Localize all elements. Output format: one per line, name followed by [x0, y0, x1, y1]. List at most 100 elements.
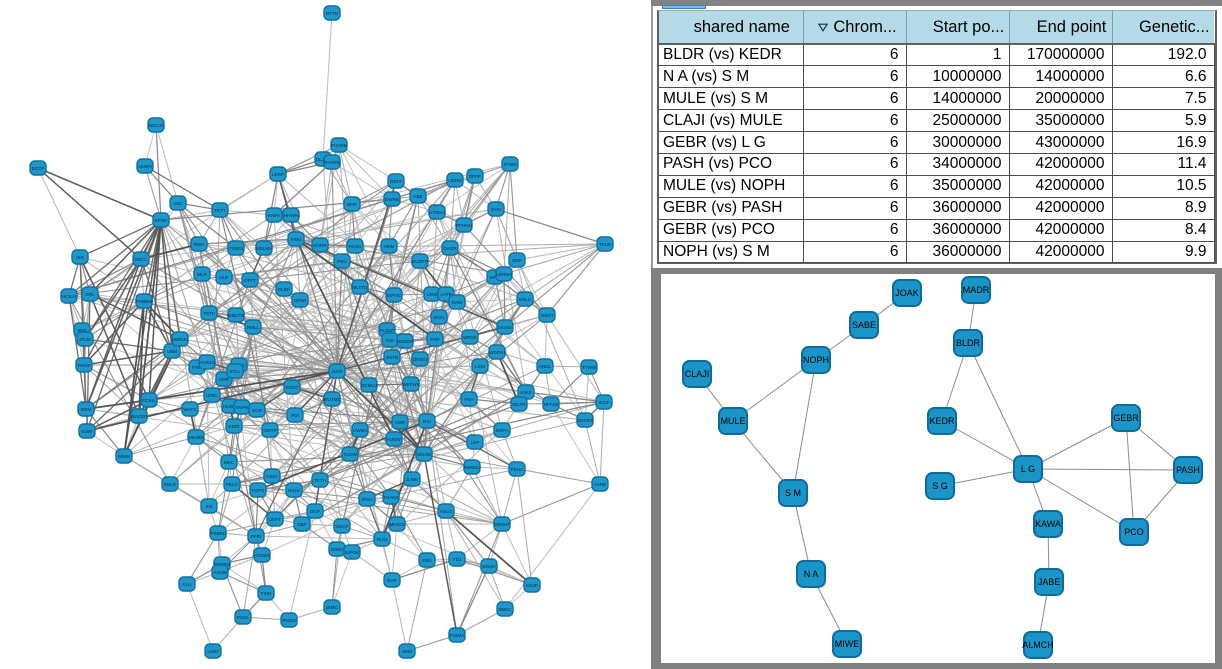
svg-text:DAGR: DAGR	[443, 246, 457, 251]
svg-text:MULE: MULE	[720, 416, 745, 426]
svg-text:IHS: IHS	[386, 338, 394, 343]
svg-text:SCR: SCR	[252, 408, 262, 413]
svg-text:NGCF: NGCF	[335, 524, 348, 529]
svg-text:JISTB: JISTB	[386, 355, 399, 360]
svg-text:PKLG: PKLG	[226, 482, 239, 487]
svg-text:AMR: AMR	[395, 420, 406, 425]
svg-text:FLSSP: FLSSP	[380, 328, 395, 333]
svg-text:NWTI: NWTI	[541, 313, 553, 318]
svg-text:LMIO: LMIO	[207, 649, 219, 654]
svg-text:PJANJ: PJANJ	[384, 495, 398, 500]
svg-text:AARE: AARE	[594, 482, 607, 487]
svg-text:UTWAJ: UTWAJ	[429, 210, 445, 215]
svg-text:ANDL: ANDL	[539, 364, 552, 369]
svg-text:BIMC: BIMC	[326, 605, 338, 610]
svg-text:EAP: EAP	[387, 578, 396, 583]
svg-text:HUGO: HUGO	[223, 404, 237, 409]
svg-text:WEFWK: WEFWK	[402, 382, 421, 387]
svg-text:SUBF: SUBF	[81, 429, 93, 434]
svg-text:TAIFN: TAIFN	[236, 405, 249, 410]
svg-text:KNFA: KNFA	[268, 213, 281, 218]
svg-text:IOLTR: IOLTR	[512, 402, 526, 407]
svg-text:IUPGK: IUPGK	[345, 550, 360, 555]
svg-text:EOAH: EOAH	[482, 564, 495, 569]
svg-text:RUIJ: RUIJ	[377, 537, 387, 542]
svg-text:UKPT: UKPT	[269, 517, 281, 522]
svg-text:HMM: HMM	[384, 244, 395, 249]
svg-text:WSCJC: WSCJC	[148, 123, 165, 128]
svg-text:USNI: USNI	[427, 292, 438, 297]
svg-text:FKH: FKH	[464, 397, 473, 402]
svg-text:IWCC: IWCC	[135, 257, 148, 262]
svg-text:GEBR: GEBR	[1113, 413, 1139, 423]
svg-text:DRWI: DRWI	[294, 298, 306, 303]
svg-text:JUC: JUC	[174, 201, 184, 206]
svg-text:SBP: SBP	[297, 522, 306, 527]
svg-text:TETT: TETT	[214, 208, 226, 213]
svg-text:FNP: FNP	[430, 337, 439, 342]
svg-text:WDOKI: WDOKI	[489, 350, 505, 355]
svg-text:BFIF: BFIF	[347, 202, 357, 207]
svg-text:MGEEP: MGEEP	[397, 339, 414, 344]
svg-text:DGTP: DGTP	[32, 166, 45, 171]
svg-text:HIGH: HIGH	[266, 474, 277, 479]
svg-text:PCO: PCO	[1124, 527, 1144, 537]
svg-text:UBM: UBM	[167, 349, 177, 354]
svg-text:FKOU: FKOU	[349, 244, 362, 249]
svg-text:UDHN: UDHN	[448, 178, 461, 183]
svg-text:OLJPS: OLJPS	[316, 157, 331, 162]
svg-text:LSSI: LSSI	[475, 364, 485, 369]
svg-text:UWRJU: UWRJU	[172, 337, 189, 342]
svg-text:AATR: AATR	[440, 292, 453, 297]
svg-text:JLKR: JLKR	[331, 369, 343, 374]
svg-text:JTLM: JTLM	[79, 337, 91, 342]
svg-text:TGBSI: TGBSI	[229, 246, 243, 251]
svg-text:ICGF: ICGF	[599, 400, 610, 405]
svg-text:KNLR: KNLR	[164, 482, 177, 487]
svg-text:KAWA: KAWA	[1035, 519, 1061, 529]
svg-text:MGNS: MGNS	[498, 325, 512, 330]
svg-text:DIU: DIU	[423, 419, 431, 424]
svg-text:PUARE: PUARE	[331, 143, 347, 148]
svg-text:HMO: HMO	[402, 649, 413, 654]
svg-text:RWA: RWA	[194, 242, 205, 247]
svg-text:KDRI: KDRI	[229, 424, 240, 429]
svg-text:BLDR: BLDR	[956, 338, 981, 348]
svg-text:PFHNU: PFHNU	[456, 223, 472, 228]
svg-text:MKC: MKC	[224, 460, 235, 465]
svg-text:PFRI: PFRI	[251, 534, 261, 539]
svg-text:TUOW: TUOW	[343, 452, 358, 457]
svg-text:FGIMA: FGIMA	[450, 633, 465, 638]
svg-text:WELMH: WELMH	[255, 246, 272, 251]
svg-text:NOPH: NOPH	[803, 355, 829, 365]
svg-text:OBKC: OBKC	[498, 607, 512, 612]
svg-text:GEFF: GEFF	[390, 179, 402, 184]
svg-text:EWRB: EWRB	[385, 197, 399, 202]
svg-text:EORR: EORR	[313, 243, 327, 248]
svg-text:NFFAE: NFFAE	[544, 402, 559, 407]
svg-text:HULE: HULE	[288, 488, 300, 493]
svg-text:FGPG: FGPG	[251, 488, 264, 493]
svg-text:GRM: GRM	[81, 407, 92, 412]
svg-text:PSHC: PSHC	[511, 467, 524, 472]
svg-text:PUKL: PUKL	[237, 615, 249, 620]
svg-text:S G: S G	[932, 481, 948, 491]
svg-text:WUTMC: WUTMC	[323, 397, 341, 402]
svg-text:MLTTD: MLTTD	[353, 285, 369, 290]
svg-text:KNJP: KNJP	[526, 583, 538, 588]
svg-text:RIM: RIM	[78, 328, 87, 333]
svg-text:MADR: MADR	[963, 285, 990, 295]
svg-text:TSTF: TSTF	[203, 311, 215, 316]
svg-text:SNMHF: SNMHF	[494, 522, 511, 527]
svg-text:RWWSJ: RWWSJ	[463, 465, 480, 470]
svg-text:MWH: MWH	[118, 454, 129, 459]
svg-text:WACEP: WACEP	[131, 414, 148, 419]
svg-text:PEU: PEU	[337, 259, 346, 264]
svg-text:URR: URR	[219, 377, 230, 382]
svg-text:DFBGI: DFBGI	[413, 357, 427, 362]
svg-text:JABE: JABE	[1038, 577, 1061, 587]
svg-text:SNTL: SNTL	[433, 315, 445, 320]
svg-text:KLU: KLU	[183, 582, 192, 587]
svg-text:AGRJG: AGRJG	[199, 360, 215, 365]
svg-text:SRD: SRD	[512, 258, 522, 263]
